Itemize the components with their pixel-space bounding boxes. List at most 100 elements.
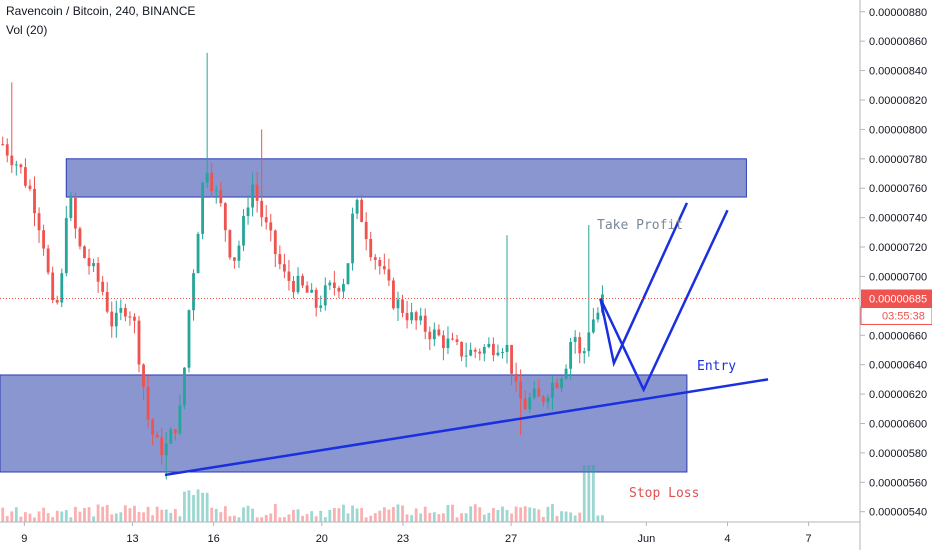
volume-bar (205, 492, 209, 522)
candle-body (233, 257, 236, 261)
candle-body (496, 352, 500, 356)
time-tick-label: 27 (505, 533, 517, 545)
volume-bar (328, 509, 332, 522)
candle-body (137, 320, 141, 365)
candle-body (114, 312, 118, 327)
time-tick-label: 9 (21, 533, 27, 545)
volume-bar (237, 517, 241, 522)
volume-bar (482, 514, 486, 522)
time-tick-label: 23 (397, 533, 409, 545)
volume-bar (532, 508, 536, 522)
volume-bar (201, 492, 205, 522)
volume-bar (360, 507, 364, 522)
candle-body (42, 230, 46, 249)
volume-bar (169, 512, 173, 522)
candle-body (301, 275, 304, 286)
candle-body (292, 280, 295, 293)
candle-body (469, 349, 473, 356)
volume-bar (96, 504, 100, 522)
volume-bar (64, 510, 68, 522)
candle-body (369, 239, 373, 258)
candle-body (187, 310, 191, 368)
candle-body (501, 351, 504, 353)
volume-bar (55, 510, 59, 522)
volume-bar (569, 512, 573, 522)
candle-body (423, 315, 427, 332)
candle-body (192, 273, 195, 311)
volume-bar (146, 506, 150, 522)
volume-bar (392, 507, 395, 522)
candle-body (446, 338, 450, 349)
candle-body (73, 197, 77, 229)
candle-body (5, 144, 9, 156)
volume-bar (401, 505, 404, 522)
volume-bar (587, 465, 591, 522)
volume-bar (346, 513, 350, 522)
volume-bar (442, 513, 445, 522)
candle-body (51, 272, 55, 301)
volume-bar (319, 510, 323, 522)
volume-bar (296, 509, 300, 522)
candle-body (273, 230, 277, 255)
volume-bar (242, 507, 245, 522)
candle-body (387, 269, 391, 281)
volume-bar (210, 507, 214, 522)
volume-bar (364, 517, 368, 522)
candle-body (178, 405, 182, 434)
candle-body (282, 264, 286, 272)
price-tick-label: 0.00000760 (869, 183, 927, 195)
volume-bar (514, 506, 518, 522)
entry-label: Entry (697, 359, 736, 374)
price-tick-label: 0.00000740 (869, 213, 927, 225)
time-axis[interactable]: 9 13 16 20 23 27 Jun 4 7 (0, 521, 860, 545)
candle-body (573, 337, 577, 342)
volume-bar (33, 517, 36, 522)
price-axis[interactable]: 0.00000880 0.00000860 0.00000840 0.00000820… (859, 0, 932, 550)
candle-body (237, 245, 241, 261)
price-tick-label: 0.00000880 (869, 7, 927, 19)
candle-body (37, 213, 41, 231)
volume-bar (528, 507, 532, 522)
volume-bar (314, 516, 318, 522)
candle-body (246, 207, 250, 217)
volume-bar (183, 491, 186, 522)
candle-body (260, 200, 264, 218)
candle-body (360, 199, 364, 222)
volume-bar (301, 515, 304, 522)
volume-bar (451, 504, 454, 522)
volume-bar (478, 507, 482, 522)
volume-bar (19, 516, 23, 522)
volume-bar (10, 511, 14, 522)
volume-bar (510, 513, 513, 522)
time-tick-label: 13 (126, 533, 138, 545)
volume-bar (24, 512, 27, 522)
candle-body (414, 312, 418, 321)
volume-bar (255, 517, 259, 522)
last-price-value: 0.00000685 (869, 293, 927, 305)
volume-bar (282, 517, 286, 522)
candle-body (101, 281, 105, 292)
support-trendline (164, 378, 769, 477)
volume-bar (332, 507, 336, 522)
price-tick-label: 0.00000700 (869, 271, 927, 283)
volume-bar (273, 504, 277, 522)
volume-bar (337, 508, 341, 522)
candle-body (596, 312, 600, 320)
volume-bar (87, 507, 91, 522)
volume-bar (92, 516, 95, 522)
volume-bar (105, 504, 109, 522)
candle-body (269, 222, 273, 231)
volume-bar (60, 511, 64, 522)
candle-body (155, 434, 159, 438)
candle-body (537, 388, 541, 397)
candle-body (591, 319, 595, 333)
candle-body (242, 216, 245, 246)
volume-bar (28, 513, 32, 522)
time-tick-label: Jun (637, 533, 655, 545)
candle-body (205, 172, 209, 183)
resistance-zone (65, 158, 747, 198)
candle-body (578, 337, 582, 354)
candle-body (428, 331, 432, 340)
candle-body (28, 185, 32, 189)
